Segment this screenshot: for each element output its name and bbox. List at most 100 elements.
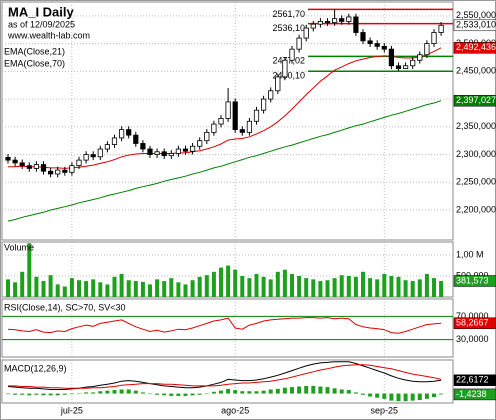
bar [155,279,160,297]
legend-entry: EMA(Close,21) [4,46,65,56]
candle-body [111,137,118,145]
candle-body [26,165,32,169]
candle-body [133,134,139,144]
bar [197,393,202,395]
bar [332,278,337,297]
y-tick-label: 2,450,000 [456,66,496,76]
bar [226,265,231,297]
candle-body [12,159,18,164]
bar [233,390,238,394]
candle-body [76,159,82,167]
bar [6,393,10,395]
bar [119,273,124,297]
y-tick-label: 2,300,000 [456,149,496,159]
bar [176,282,181,297]
bar [162,281,167,297]
y-tick-label: 2,550,000 [456,10,496,20]
candle-body [197,140,203,147]
bar [410,393,415,401]
bar [48,275,53,297]
candle-body [317,21,324,25]
candle-body [104,144,110,150]
bar [361,271,365,297]
bar [211,271,216,297]
y-tick-label: 2,350,000 [456,121,496,131]
x-tick-label: ago-25 [221,405,249,415]
bar [133,281,138,297]
candle-body [69,165,75,173]
value-tag-label: 381,573 [456,275,489,285]
bar [112,276,117,297]
candle-body [331,18,338,23]
bar [48,393,53,396]
bar [226,388,231,394]
bar [112,390,117,394]
candle-body [246,120,252,133]
bar [339,389,344,394]
candle-body [19,162,25,167]
bar [396,393,401,402]
candle-body [324,21,331,23]
candle-body [282,59,288,78]
bar [275,388,280,394]
bar [297,276,302,297]
bar [375,393,380,398]
y-tick-label: 2,200,000 [456,204,496,214]
candle-body [62,169,68,173]
bar [77,393,81,395]
bar [375,279,380,297]
bar [247,278,252,297]
bar [424,273,429,297]
x-tick-label: sep-25 [371,405,399,415]
bar [290,273,294,297]
bar [20,393,25,395]
candle-body [438,24,444,33]
bar [304,278,309,297]
bar [105,284,110,297]
bar [247,391,252,394]
candle-body [388,48,395,67]
bar [98,391,103,394]
bar [417,279,422,297]
bar [27,393,32,396]
candle-body [360,32,366,42]
candle-body [161,151,167,157]
candle-body [189,145,196,152]
candle-body [126,129,132,136]
bar [410,281,415,297]
level-label: 2450,10 [272,71,305,81]
bar [197,276,202,297]
bar [41,281,46,297]
bar [91,392,96,394]
bar [62,286,67,297]
candle-body [40,164,47,172]
bar [346,276,351,297]
candle-body [90,154,96,158]
candle-body [374,43,380,47]
bar [155,393,160,395]
bar [148,284,152,297]
candle-body [395,65,402,69]
bar [55,393,60,396]
bar [282,269,287,297]
bar [268,389,273,394]
panel [1,1,454,241]
bar [304,385,309,394]
bar [183,284,188,297]
candle-body [175,148,181,154]
bar [41,393,46,396]
bar [119,389,124,394]
candle-body [218,118,224,125]
level-label: 2561,70 [272,9,305,19]
bar [219,390,223,394]
bar [84,392,89,394]
bar [140,281,145,297]
candle-body [97,148,103,158]
candle-body [367,40,373,45]
candle-body [253,109,260,122]
value-tag-label: 58,2667 [456,318,489,328]
bar [240,276,245,297]
value-tag [453,94,496,107]
chart-title: MA_I Daily [8,4,75,19]
bar [98,282,103,297]
